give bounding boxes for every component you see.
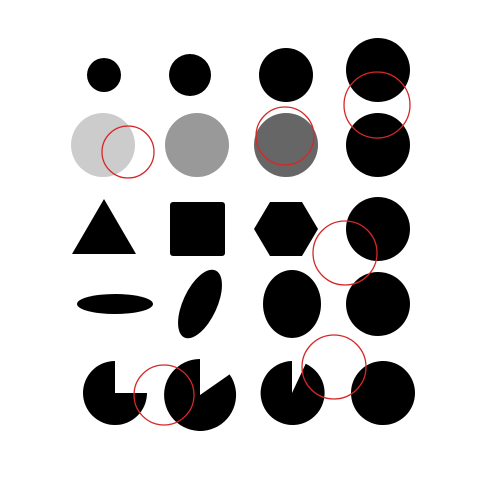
tilted-ellipse (178, 269, 222, 339)
ellipse-row (77, 269, 410, 339)
mid-gray-circle (165, 113, 229, 177)
red-ring-6 (301, 334, 367, 400)
large-circle (259, 48, 313, 102)
pie-quarter-missing (83, 361, 147, 425)
red-rings (101, 71, 411, 426)
red-ring-1 (101, 125, 155, 179)
upright-ellipse (263, 270, 321, 338)
polygon-row (72, 197, 410, 261)
flat-ellipse (77, 294, 153, 314)
triangle-shape (72, 199, 136, 254)
small-circle (87, 58, 121, 92)
pie-row (83, 359, 415, 431)
polygon-row-circle (346, 197, 410, 261)
ellipse-row-circle (346, 272, 410, 336)
medium-circle (169, 54, 211, 96)
pie-eighth-missing (164, 359, 237, 431)
size-row (87, 38, 410, 102)
pie-sliver-missing (260, 361, 325, 425)
black-circle (346, 113, 410, 177)
dark-gray-circle (254, 113, 318, 177)
hexagon-shape (254, 202, 318, 256)
red-ring-5 (133, 364, 195, 426)
red-ring-2 (255, 106, 315, 166)
rounded-square-shape (170, 202, 225, 256)
red-ring-4 (312, 220, 378, 286)
pie-row-circle (351, 361, 415, 425)
red-ring-3 (343, 71, 411, 139)
extra-large-circle (346, 38, 410, 102)
